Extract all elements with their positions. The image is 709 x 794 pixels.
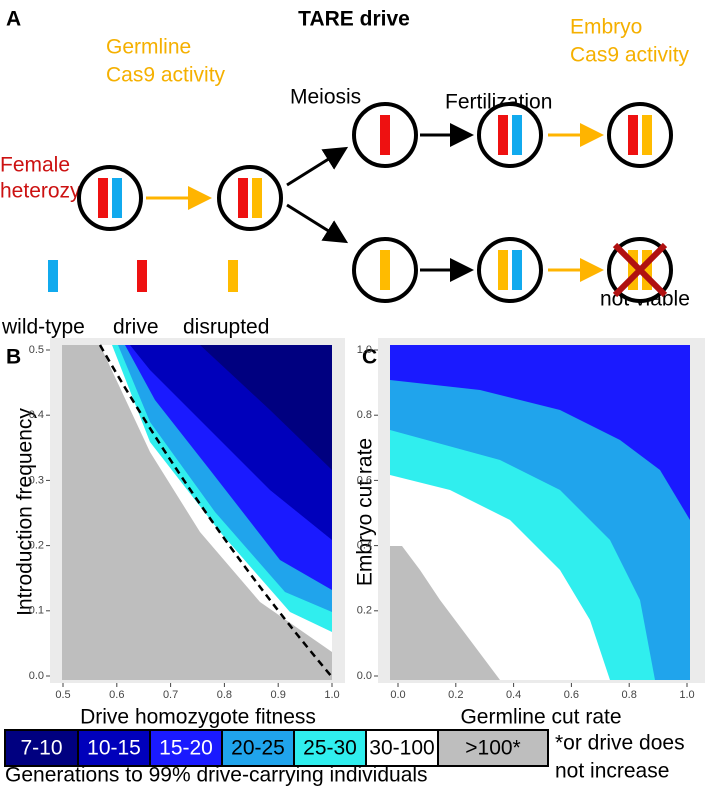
y-tick-label: 1.0	[357, 344, 372, 356]
x-tick-label: 0.7	[163, 689, 178, 701]
germline-label: Germline	[106, 36, 191, 59]
legend-label: 30-100	[369, 737, 434, 760]
legend-swatch	[437, 729, 549, 767]
y-tick-label: 0.3	[29, 474, 44, 486]
legend-swatch	[77, 729, 151, 767]
allele-label: wild-type	[1, 316, 85, 339]
panel-label: C	[362, 346, 377, 369]
legend-swatch	[293, 729, 367, 767]
legend-swatch	[149, 729, 223, 767]
y-tick-label: 0.4	[357, 540, 372, 552]
embryo-label: Embryo	[570, 16, 642, 39]
heatmap-b	[62, 344, 333, 680]
legend-label: >100*	[465, 737, 520, 760]
heatmap-c	[390, 345, 690, 680]
x-tick-label: 0.8	[622, 689, 637, 701]
legend-label: 15-20	[159, 737, 213, 760]
female-label: Female	[0, 154, 70, 177]
allele-key	[48, 260, 238, 292]
y-tick-label: 0.0	[29, 670, 44, 682]
y-tick-label: 0.8	[357, 409, 372, 421]
panel-title: TARE drive	[298, 8, 410, 31]
legend-label: 25-30	[303, 737, 357, 760]
x-tick-label: 0.5	[55, 689, 70, 701]
y-tick-label: 0.6	[357, 474, 372, 486]
x-tick-label: 0.4	[506, 689, 521, 701]
legend-caption: Generations to 99% drive-carrying indivi…	[5, 764, 428, 787]
x-tick-label: 0.0	[390, 689, 405, 701]
legend: 7-10 10-15 15-20 20-25 25-30 30-100 >100*	[4, 729, 549, 767]
allele-label: drive	[113, 316, 159, 339]
y-axis-label: Embryo cut rate	[354, 438, 377, 586]
x-tick-label: 0.9	[271, 689, 286, 701]
panel-label: A	[6, 8, 21, 31]
x-tick-label: 0.8	[217, 689, 232, 701]
x-axis-label: Germline cut rate	[460, 706, 621, 729]
meiosis-label: Meiosis	[290, 86, 361, 109]
panel-label: B	[6, 346, 21, 369]
legend-label: 20-25	[231, 737, 285, 760]
x-tick-label: 0.6	[564, 689, 579, 701]
y-tick-label: 0.1	[29, 605, 44, 617]
x-tick-label: 1.0	[324, 689, 339, 701]
legend-swatch	[4, 729, 79, 767]
legend-label: 7-10	[20, 737, 62, 760]
x-tick-label: 0.2	[448, 689, 463, 701]
legend-swatch	[365, 729, 439, 767]
legend-note: *or drive does	[555, 732, 685, 755]
embryo-label: Cas9 activity	[570, 44, 690, 67]
y-tick-label: 0.2	[29, 540, 44, 552]
arrows	[146, 123, 604, 282]
x-tick-label: 0.6	[109, 689, 124, 701]
y-tick-label: 0.4	[29, 409, 44, 421]
y-tick-label: 0.0	[357, 670, 372, 682]
allele-label: disrupted	[183, 316, 269, 339]
legend-swatch	[221, 729, 295, 767]
cells	[77, 102, 673, 303]
y-tick-label: 0.2	[357, 605, 372, 617]
x-tick-label: 1.0	[679, 689, 694, 701]
legend-label: 10-15	[87, 737, 141, 760]
germline-label: Cas9 activity	[106, 64, 226, 87]
legend-note: not increase	[555, 760, 669, 783]
y-tick-label: 0.5	[29, 344, 44, 356]
x-axis-label: Drive homozygote fitness	[80, 706, 316, 729]
y-axis-label: Introduction frequency	[14, 408, 37, 616]
